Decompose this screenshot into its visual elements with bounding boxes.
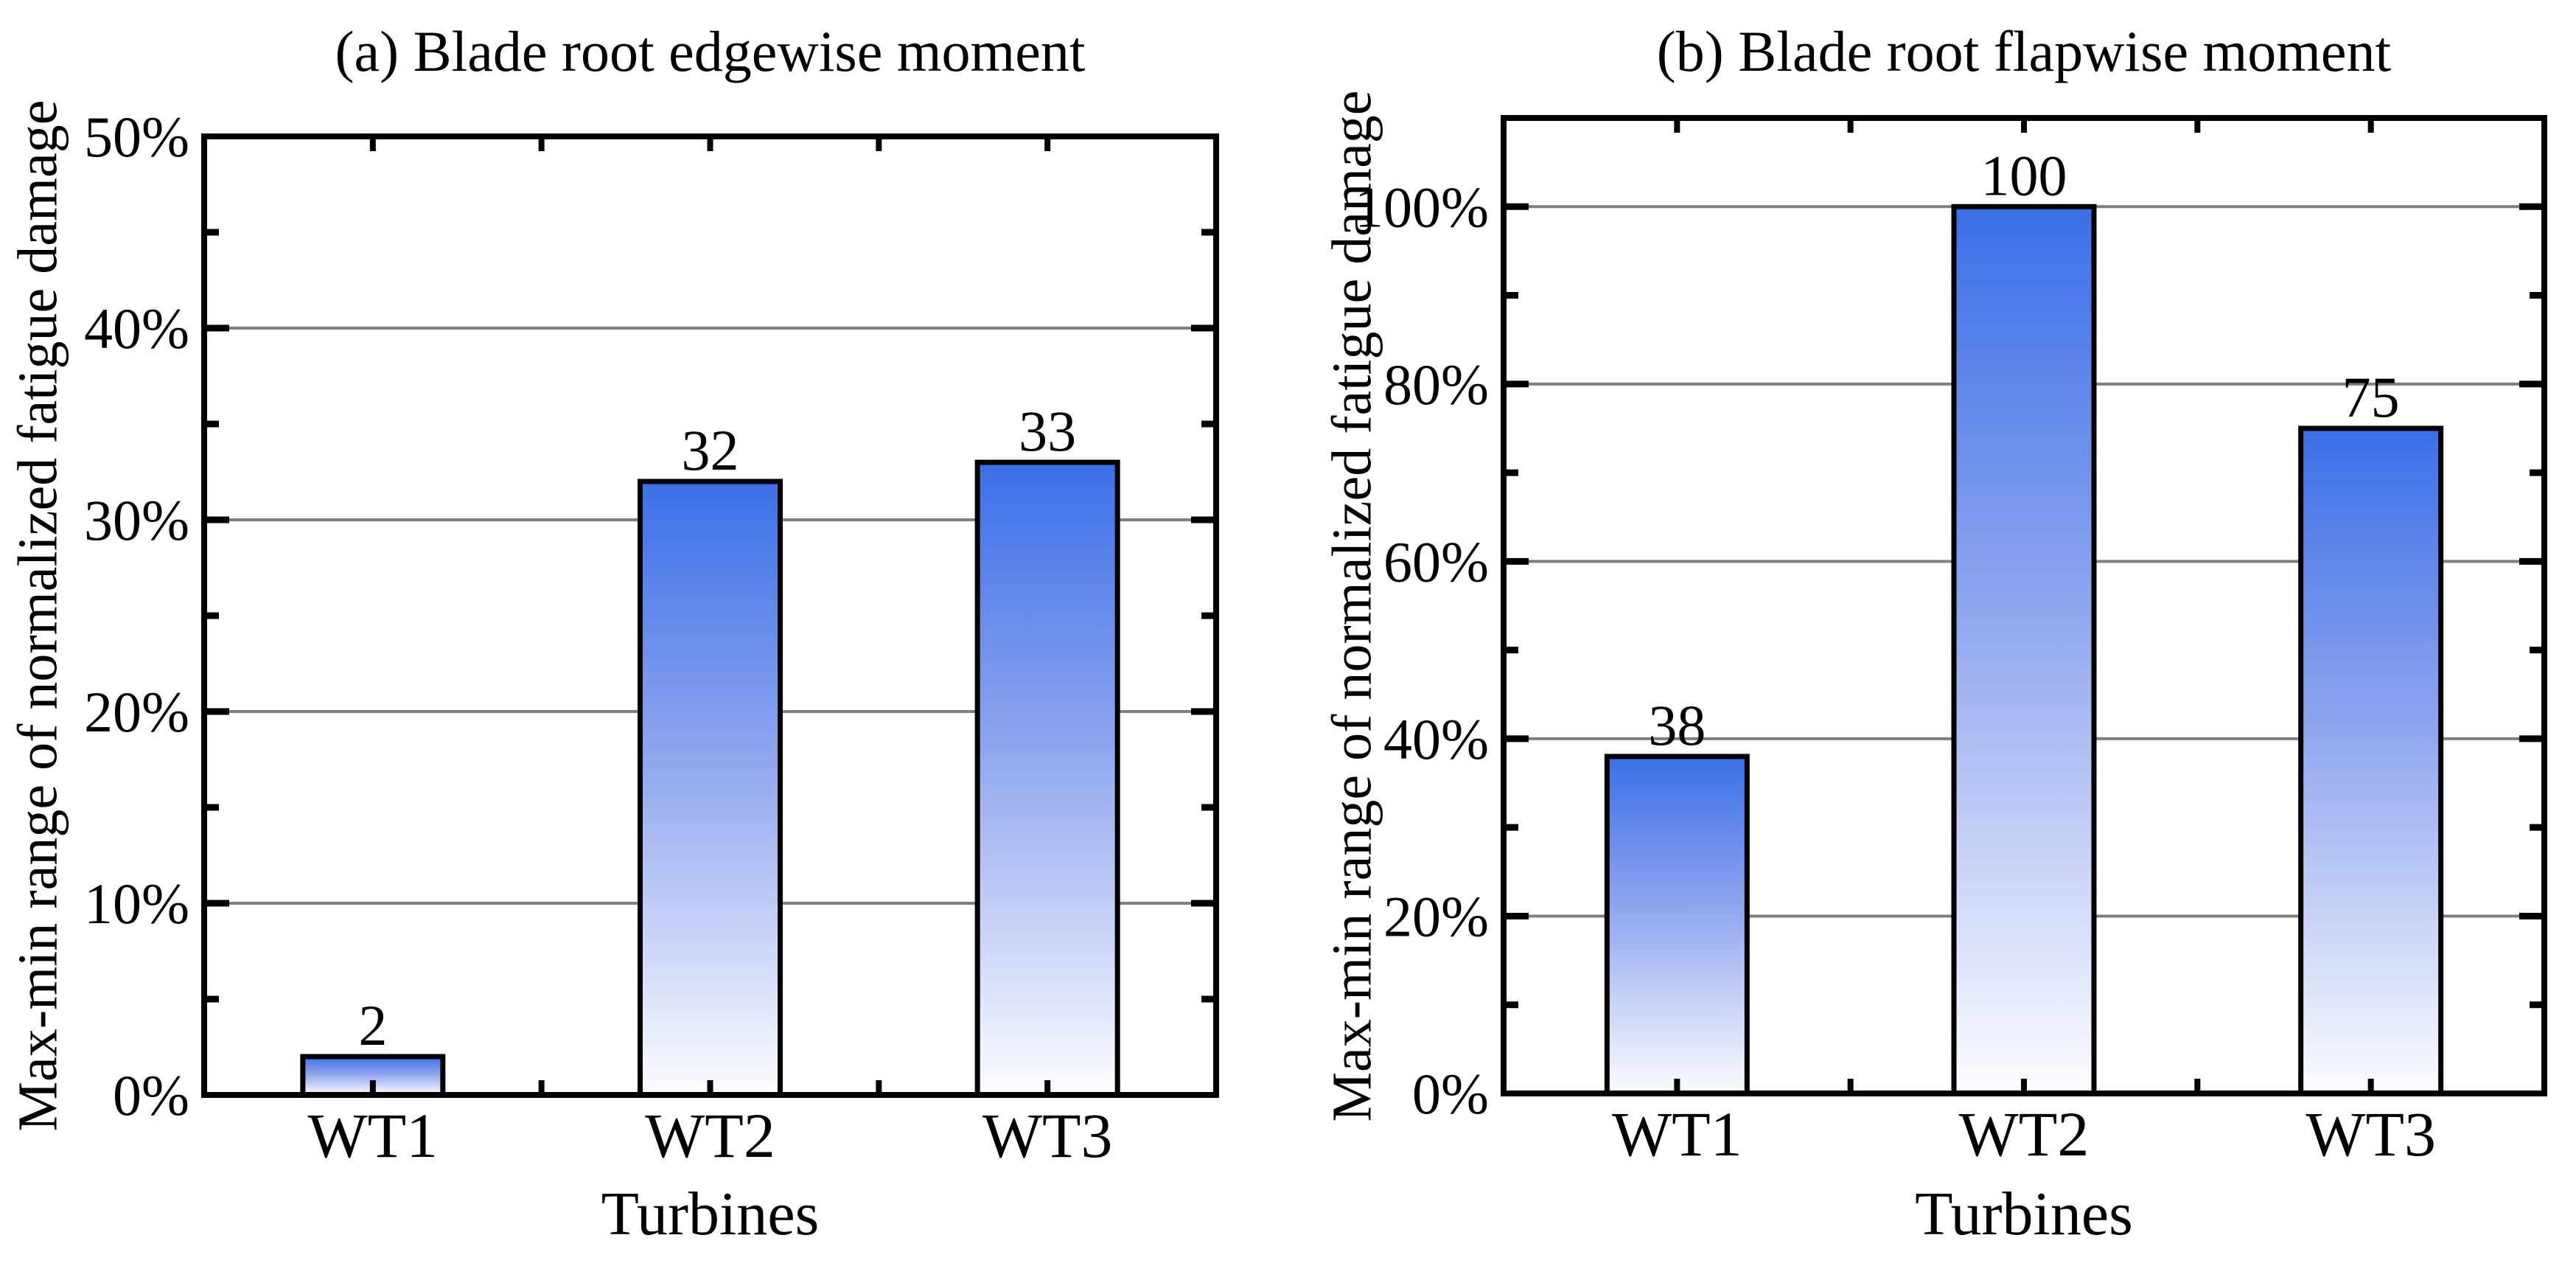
y-tick-label: 10% — [84, 872, 189, 936]
y-tick-label: 50% — [84, 105, 189, 169]
bar-wt3 — [2298, 425, 2444, 1096]
y-tick-label: 40% — [84, 296, 189, 361]
chart-panel-b: (b) Blade root flapwise moment Max-min r… — [1288, 0, 2576, 1266]
bar-value-label: 33 — [1019, 399, 1076, 463]
y-tick-label: 40% — [1383, 707, 1489, 771]
chart-a-x-axis-label: Turbines — [601, 1180, 820, 1248]
bar-wt2 — [638, 479, 783, 1098]
y-tick-label: 0% — [113, 1063, 189, 1127]
bar-value-label: 75 — [2342, 365, 2400, 429]
x-category-label: WT3 — [2306, 1099, 2436, 1169]
bar-wt1 — [1604, 754, 1750, 1096]
x-category-label: WT2 — [1959, 1099, 2090, 1169]
bar-value-label: 32 — [682, 418, 739, 482]
x-category-label: WT2 — [645, 1100, 775, 1171]
y-tick-label: 0% — [1412, 1062, 1489, 1126]
bar-value-label: 2 — [358, 993, 387, 1057]
x-category-label: WT1 — [307, 1100, 438, 1171]
chart-a-plot: 0% 10% 20% 30% 40% 50% 2 32 33 WT1 WT2 WT3 — [84, 105, 1219, 1171]
x-category-label: WT1 — [1612, 1099, 1742, 1169]
chart-b-x-axis-label: Turbines — [1915, 1180, 2133, 1248]
y-tick-label: 60% — [1383, 529, 1489, 594]
x-category-label: WT3 — [982, 1100, 1113, 1171]
y-tick-label: 100% — [1355, 175, 1489, 239]
bar-wt2 — [1951, 204, 2097, 1096]
y-tick-label: 30% — [84, 488, 189, 552]
y-tick-label: 20% — [84, 680, 189, 744]
chart-b-plot: 0% 20% 40% 60% 80% 100% 38 100 75 WT1 WT2 WT3 — [1355, 115, 2547, 1169]
bar-value-label: 38 — [1648, 693, 1706, 757]
y-tick-label: 80% — [1383, 352, 1489, 417]
bar-value-label: 100 — [1981, 143, 2067, 207]
chart-panel-a: (a) Blade root edgewise moment Max-min r… — [7, 19, 1219, 1248]
chart-a-title: (a) Blade root edgewise moment — [335, 19, 1086, 83]
y-tick-label: 20% — [1383, 884, 1489, 948]
bar-wt3 — [974, 459, 1120, 1098]
chart-b-title: (b) Blade root flapwise moment — [1656, 19, 2392, 83]
